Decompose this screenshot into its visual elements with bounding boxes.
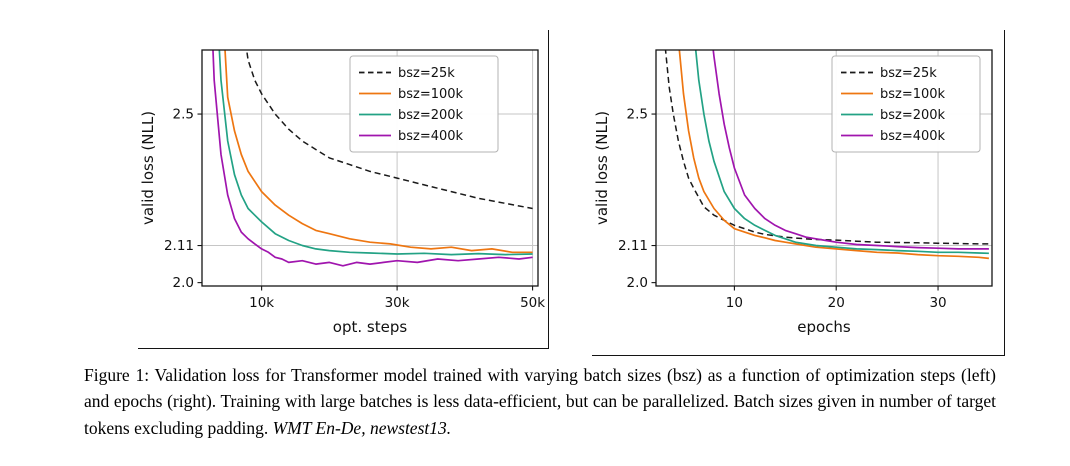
chart-svg-right: 10 20 30 2.0 2.11 2.5 epochs valid loss (NLL) bs… [593,49,993,336]
series-bsz=200k [218,50,533,256]
series-bsz=200k [694,50,989,255]
chart-svg-left: 10k 30k 50k 2.0 2.11 2.5 opt. steps valid loss … [139,49,545,336]
x-axis-label: epochs [797,318,851,336]
left-chart-opt-steps: 10k 30k 50k 2.0 2.11 2.5 opt. steps valid loss … [138,30,549,349]
legend-label: bsz=25k [398,66,455,81]
series-bsz=400k [212,50,533,267]
x-tick-label: 30k [385,295,410,311]
y-tick-label: 2.11 [618,238,648,254]
caption-label: Figure 1: [84,365,150,385]
y-tick-label: 2.5 [173,107,194,123]
y-tick-label: 2.5 [627,107,648,123]
x-tick-label: 10 [726,295,743,311]
legend-label: bsz=25k [880,66,937,81]
x-tick-label: 10k [249,295,274,311]
legend-label: bsz=200k [880,108,946,123]
x-axis-label: opt. steps [333,318,408,336]
legend-box [349,55,499,153]
plot-frame [201,49,539,287]
series-group [664,50,989,260]
figure-caption: Figure 1: Validation loss for Transforme… [84,362,996,441]
series-bsz=100k [678,50,989,260]
axis-ticks: 10 20 30 2.0 2.11 2.5 [618,107,947,311]
series-bsz=25k [664,50,989,245]
right-chart-epochs: 10 20 30 2.0 2.11 2.5 epochs valid loss (NLL) bs… [592,30,1005,356]
series-group [212,50,533,267]
y-tick-label: 2.0 [627,275,648,291]
legend-label: bsz=400k [398,129,464,144]
plot-frame [655,49,993,287]
legend-label: bsz=200k [398,108,464,123]
axis-ticks: 10k 30k 50k 2.0 2.11 2.5 [164,107,545,311]
y-tick-label: 2.0 [173,275,194,291]
x-tick-label: 50k [520,295,545,311]
y-axis-label: valid loss (NLL) [593,111,611,225]
y-tick-label: 2.11 [164,238,194,254]
caption-body: Validation loss for Transformer model tr… [84,365,996,438]
legend-box [831,55,981,153]
series-bsz=100k [224,50,533,254]
legend: bsz=25k bsz=100k bsz=200k bsz=400k [831,55,981,153]
series-bsz=400k [712,50,989,250]
series-bsz=25k [245,50,533,210]
legend-label: bsz=400k [880,129,946,144]
caption-italic-tail: WMT En-De, newstest13. [272,417,452,438]
legend-label: bsz=100k [398,87,464,102]
legend-label: bsz=100k [880,87,946,102]
x-tick-label: 30 [929,295,946,311]
legend: bsz=25k bsz=100k bsz=200k bsz=400k [349,55,499,153]
y-axis-label: valid loss (NLL) [139,111,157,225]
x-tick-label: 20 [828,295,845,311]
